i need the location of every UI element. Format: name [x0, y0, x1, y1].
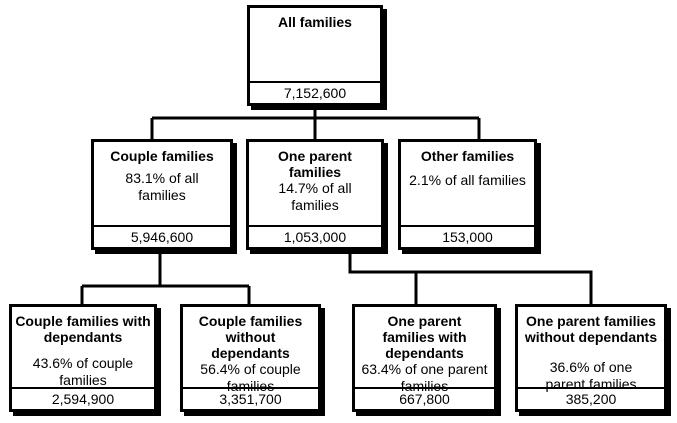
node-couple-without-dependants: Couple families without dependants 56.4%…	[180, 304, 321, 412]
node-value: 2,594,900	[12, 387, 154, 409]
node-share: 14.7% of all families	[278, 180, 352, 213]
node-title: One parent families with dependants	[382, 313, 467, 361]
node-value: 385,200	[518, 387, 664, 409]
node-title: One parent families	[278, 148, 352, 180]
node-other-families: Other families 2.1% of all families 153,…	[398, 139, 537, 250]
node-value: 3,351,700	[183, 387, 318, 409]
node-title: All families	[278, 14, 352, 30]
node-value: 1,053,000	[249, 225, 381, 247]
node-one-parent-with-dependants: One parent families with dependants 63.4…	[352, 304, 497, 412]
node-value: 667,800	[355, 387, 494, 409]
node-title: Couple families with dependants	[15, 313, 151, 345]
node-share: 63.4% of one parent families	[361, 361, 488, 394]
node-title: Other families	[420, 148, 515, 164]
node-one-parent-families: One parent families 14.7% of all familie…	[246, 139, 384, 250]
node-share: 83.1% of all families	[125, 170, 199, 203]
node-couple-families: Couple families 83.1% of all families 5,…	[91, 139, 233, 250]
node-all-families: All families 7,152,600	[247, 5, 383, 106]
node-share: 2.1% of all families	[409, 172, 526, 188]
node-one-parent-without-dependants: One parent families without dependants 3…	[515, 304, 667, 412]
node-value: 7,152,600	[250, 81, 380, 103]
node-share: 56.4% of couple families	[200, 361, 301, 394]
node-value: 153,000	[401, 225, 534, 247]
node-title: One parent families without dependants	[524, 313, 658, 345]
node-value: 5,946,600	[94, 225, 230, 247]
node-couple-with-dependants: Couple families with dependants 43.6% of…	[9, 304, 157, 412]
node-title: Couple families without dependants	[198, 313, 303, 361]
node-title: Couple families	[110, 148, 214, 164]
node-share: 43.6% of couple families	[32, 355, 134, 388]
